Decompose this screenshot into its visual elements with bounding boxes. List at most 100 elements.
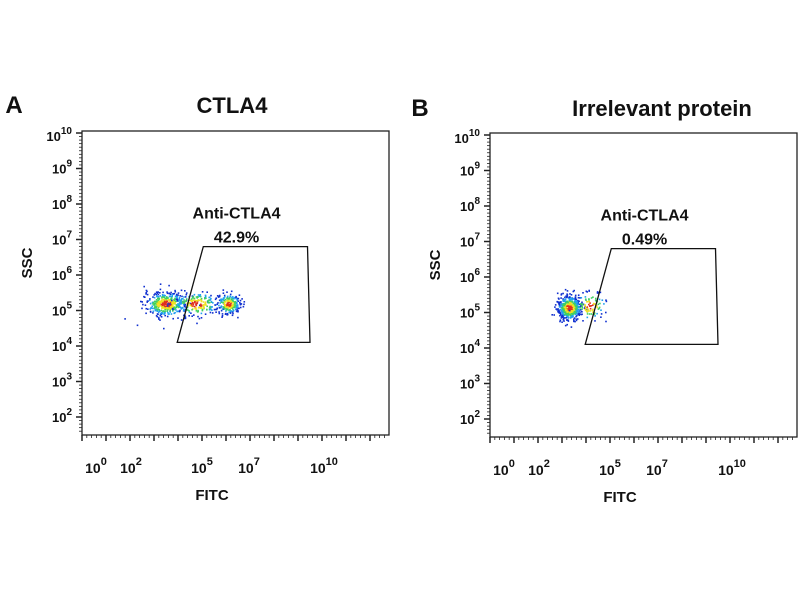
data-point: [222, 292, 225, 294]
data-point: [197, 315, 199, 318]
data-point: [167, 303, 169, 305]
data-point: [580, 313, 582, 316]
x-tick-label: 107: [238, 456, 260, 476]
data-point: [580, 297, 583, 299]
data-point: [226, 295, 229, 298]
data-point: [185, 298, 188, 300]
data-point: [565, 314, 568, 317]
data-point: [230, 306, 233, 308]
data-point: [204, 295, 207, 297]
data-point: [208, 308, 211, 311]
data-point: [198, 299, 200, 301]
data-point: [240, 303, 243, 305]
data-point: [184, 296, 187, 298]
data-point: [561, 305, 563, 307]
data-point: [560, 293, 563, 295]
data-point: [217, 302, 219, 304]
data-point: [167, 313, 170, 315]
data-point: [561, 308, 564, 310]
data-point: [190, 299, 192, 302]
data-point: [180, 306, 182, 309]
data-point: [209, 299, 212, 301]
data-point: [601, 299, 604, 301]
data-point: [573, 312, 576, 315]
data-point: [153, 304, 155, 306]
data-point: [605, 299, 607, 301]
data-point: [563, 309, 565, 311]
data-point: [187, 305, 189, 307]
data-point: [581, 301, 583, 304]
data-point: [163, 307, 166, 309]
data-point: [163, 304, 165, 306]
data-point: [161, 296, 163, 299]
data-point: [565, 295, 567, 297]
y-tick-base: 10: [460, 235, 474, 250]
x-tick-base: 10: [191, 460, 207, 476]
data-point: [158, 317, 160, 319]
data-point: [209, 305, 211, 308]
data-point: [226, 297, 228, 300]
data-point: [169, 301, 172, 304]
data-point: [158, 298, 160, 301]
data-point: [236, 304, 239, 306]
y-tick-base: 10: [460, 270, 474, 285]
data-point: [152, 312, 154, 314]
data-point: [191, 300, 193, 302]
data-point: [166, 315, 169, 318]
data-point: [213, 308, 216, 311]
data-point: [568, 309, 571, 312]
data-point: [566, 303, 569, 305]
data-point: [576, 304, 578, 306]
y-tick-base: 10: [46, 129, 60, 144]
data-point: [569, 313, 571, 315]
data-point: [195, 300, 197, 302]
data-point: [572, 305, 575, 308]
data-point: [600, 313, 603, 315]
data-point: [226, 314, 228, 316]
x-tick-exponent: 2: [544, 458, 550, 470]
data-point: [215, 297, 218, 299]
y-tick-exponent: 6: [66, 265, 72, 276]
data-point: [188, 315, 190, 317]
data-point: [183, 308, 185, 311]
data-point: [588, 313, 591, 315]
data-point: [154, 300, 157, 303]
data-point: [221, 315, 224, 317]
data-point: [589, 305, 591, 307]
data-point: [237, 309, 239, 312]
data-point: [234, 300, 237, 303]
data-point: [200, 317, 203, 319]
data-point: [195, 302, 198, 305]
data-point: [559, 320, 561, 323]
x-tick-base: 10: [310, 460, 326, 476]
data-point: [159, 283, 162, 285]
plot-frame: [81, 130, 390, 436]
data-point: [574, 299, 576, 302]
data-point: [576, 312, 578, 315]
data-point: [166, 310, 168, 312]
data-point: [175, 309, 177, 311]
data-point: [225, 310, 227, 312]
data-point: [562, 318, 565, 321]
data-point: [584, 307, 587, 309]
data-point: [124, 318, 126, 320]
data-point: [164, 302, 167, 305]
data-point: [203, 306, 205, 309]
data-point: [215, 308, 218, 311]
data-point: [179, 300, 181, 302]
data-point: [173, 298, 175, 301]
data-point: [163, 311, 166, 314]
data-point: [226, 291, 228, 293]
y-tick-exponent: 9: [66, 159, 72, 170]
data-point: [191, 315, 193, 317]
data-point: [557, 311, 560, 313]
data-point: [228, 305, 231, 308]
data-point: [192, 305, 194, 307]
data-point: [218, 304, 220, 307]
data-point: [236, 301, 238, 304]
data-point: [595, 300, 597, 302]
data-point: [195, 304, 198, 307]
y-tick-label: 102: [460, 409, 480, 427]
data-point: [156, 295, 158, 297]
data-point: [202, 304, 205, 306]
